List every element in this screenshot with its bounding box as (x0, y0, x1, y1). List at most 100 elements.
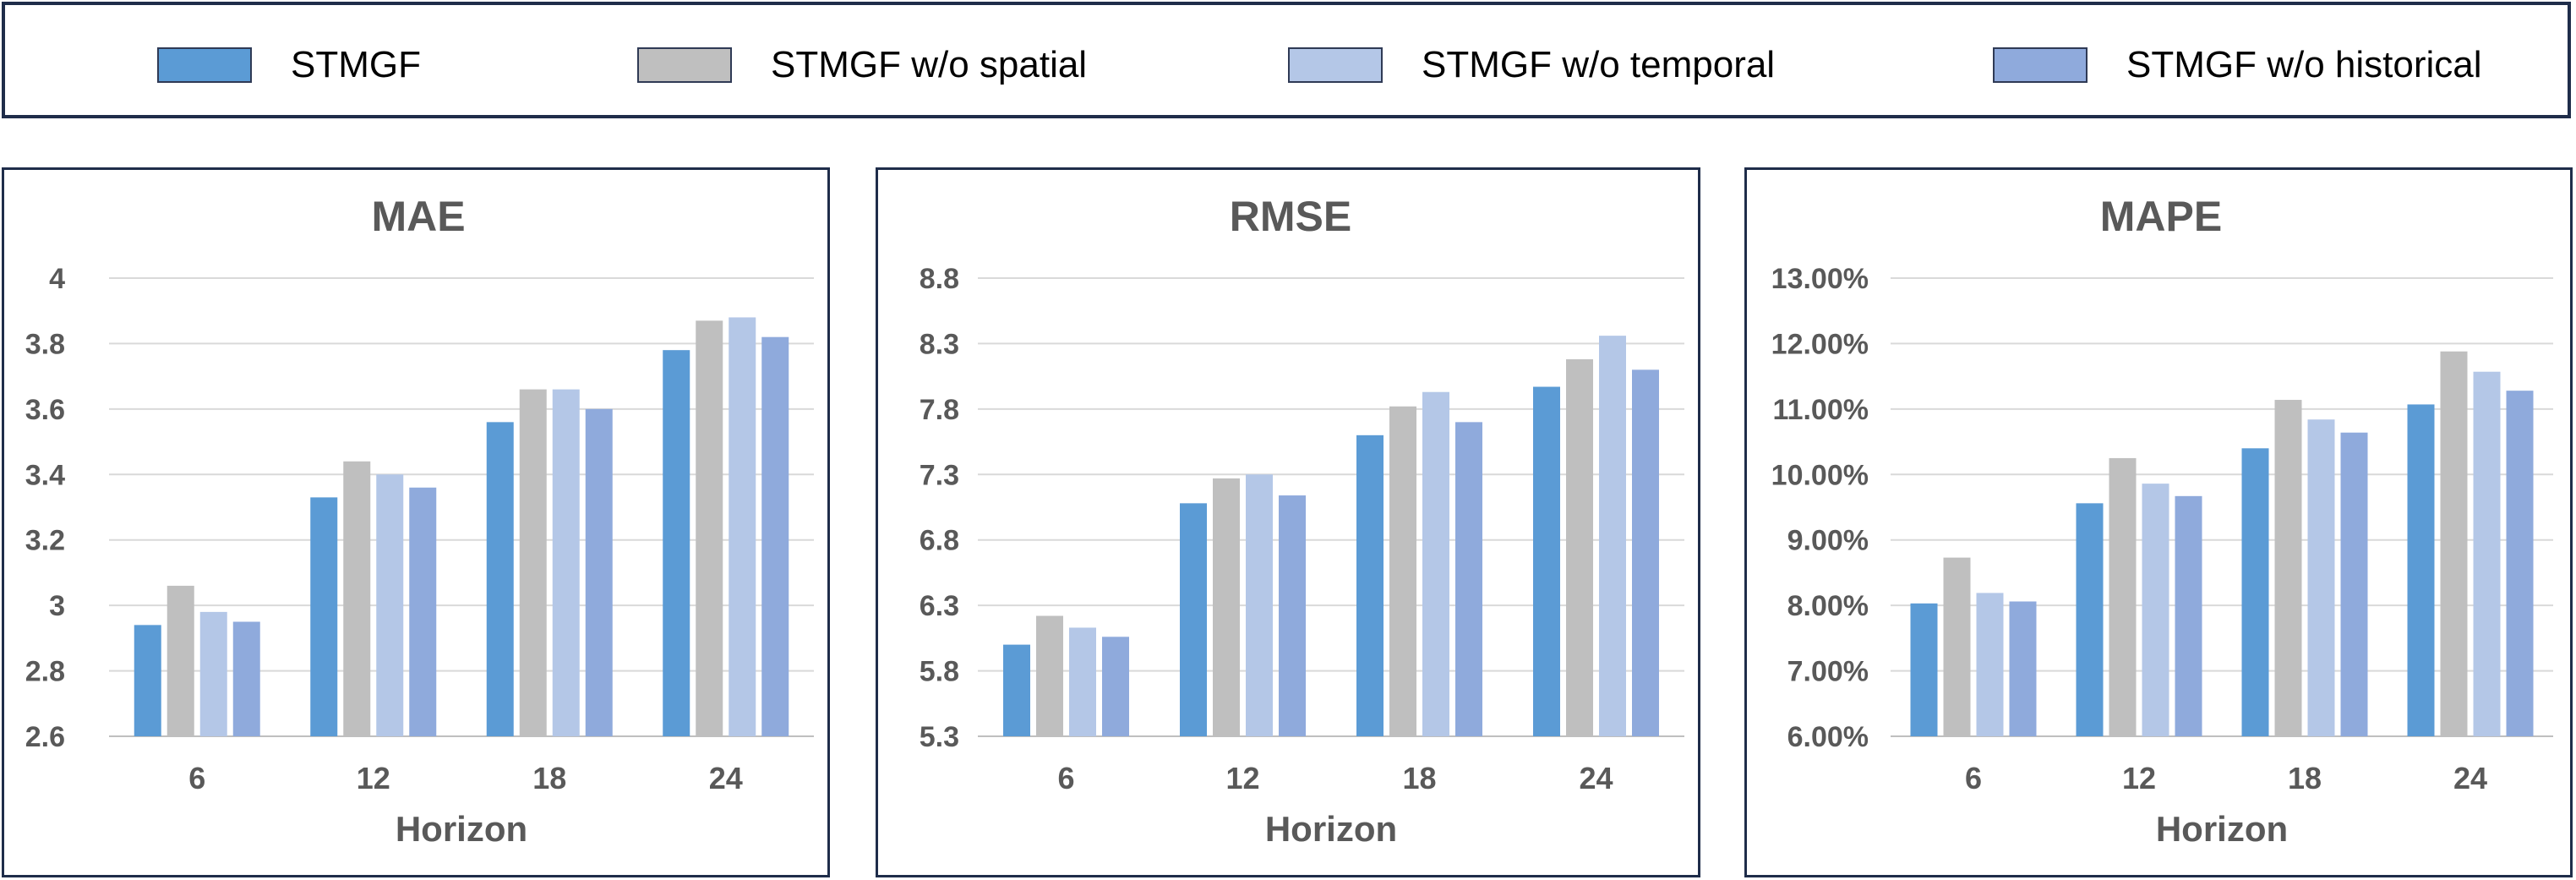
bar (1069, 627, 1096, 736)
bar (663, 350, 690, 736)
y-tick-label: 7.3 (920, 459, 959, 491)
bar (2241, 448, 2269, 736)
legend-label: STMGF w/o temporal (1422, 44, 1776, 85)
x-tick-label: 12 (2122, 761, 2156, 795)
bar (199, 611, 227, 736)
legend-label: STMGF (291, 44, 421, 85)
bar (2109, 457, 2137, 736)
bar (2009, 601, 2037, 736)
bar (2407, 404, 2435, 736)
x-axis-label: Horizon (396, 809, 527, 849)
bar (552, 389, 580, 736)
chart-svg: RMSE 5.3 5.8 6.3 6.8 7.3 7.8 8.3 8.8 6 12 18 24 Horiz… (920, 193, 1684, 849)
chart-svg: MAPE 6.00% 7.00% 8.00% 9.00% 10.00% 11.00% 12.0… (1771, 193, 2553, 849)
bar (1632, 369, 1659, 736)
chart-svg: MAE 2.6 2.8 3 3.2 3.4 3.6 3.8 4 6 12 18 24 Horizon (25, 193, 814, 849)
y-tick-label: 7.8 (920, 394, 959, 426)
bar (1389, 406, 1416, 736)
x-tick-label: 24 (1579, 761, 1613, 795)
y-tick-label: 8.8 (920, 263, 959, 295)
bar (1422, 391, 1449, 736)
bar (729, 317, 756, 736)
bar (585, 408, 613, 736)
legend-swatch (637, 47, 732, 83)
x-tick-label: 12 (1225, 761, 1259, 795)
x-tick-label: 12 (357, 761, 390, 795)
bar (696, 320, 723, 736)
bar (1003, 644, 1030, 736)
y-tick-label: 3.2 (25, 525, 65, 557)
bar (166, 585, 194, 736)
y-tick-label: 5.8 (920, 656, 959, 688)
legend-swatch (157, 47, 252, 83)
y-tick-label: 8.3 (920, 328, 959, 360)
legend-swatch (1993, 47, 2088, 83)
x-tick-label: 18 (532, 761, 566, 795)
bar (1566, 359, 1593, 736)
bar (2076, 503, 2104, 736)
bar (519, 389, 547, 736)
legend-label: STMGF w/o historical (2126, 44, 2482, 85)
chart-title: MAE (371, 193, 465, 240)
bar (232, 621, 260, 736)
bar (1910, 603, 1938, 736)
chart-panel-mape: MAPE 6.00% 7.00% 8.00% 9.00% 10.00% 11.00% 12.0… (1744, 167, 2573, 877)
bar (1455, 422, 1482, 736)
x-tick-label: 24 (2453, 761, 2487, 795)
legend-item-no-temporal: STMGF w/o temporal (1288, 44, 1776, 85)
chart-title: MAPE (2100, 193, 2222, 240)
y-tick-label: 6.8 (920, 525, 959, 557)
bar (1533, 386, 1560, 736)
x-tick-label: 6 (1965, 761, 1982, 795)
x-axis-label: Horizon (1265, 809, 1397, 849)
bar (376, 474, 404, 736)
x-tick-label: 24 (709, 761, 743, 795)
y-tick-label: 3.8 (25, 328, 65, 360)
x-tick-label: 6 (1057, 761, 1074, 795)
bar (1246, 474, 1273, 736)
chart-panel-rmse: RMSE 5.3 5.8 6.3 6.8 7.3 7.8 8.3 8.8 6 12 18 24 Horiz… (876, 167, 1700, 877)
y-tick-label: 10.00% (1771, 459, 1869, 491)
y-tick-label: 3.4 (25, 459, 65, 491)
x-axis-label: Horizon (2156, 809, 2288, 849)
legend: STMGF STMGF w/o spatial STMGF w/o tempor… (2, 2, 2571, 118)
bar (1943, 557, 1971, 736)
y-tick-label: 6.00% (1787, 721, 1869, 753)
y-tick-label: 11.00% (1773, 394, 1869, 426)
bar (2274, 400, 2302, 736)
bar (134, 625, 161, 736)
bar (343, 461, 371, 736)
bar (1976, 593, 2004, 736)
bar (2175, 495, 2202, 736)
x-tick-label: 18 (1402, 761, 1436, 795)
x-tick-label: 18 (2288, 761, 2322, 795)
bar (2340, 432, 2368, 736)
legend-item-stmgf: STMGF (157, 44, 421, 85)
bar (1180, 503, 1207, 736)
bar (310, 497, 338, 736)
y-tick-label: 9.00% (1787, 525, 1869, 557)
y-tick-label: 12.00% (1771, 328, 1869, 360)
legend-label: STMGF w/o spatial (771, 44, 1088, 85)
bar (486, 422, 514, 736)
bar (1356, 435, 1384, 736)
y-tick-label: 2.8 (25, 656, 65, 688)
y-tick-label: 4 (49, 263, 65, 295)
y-tick-label: 8.00% (1787, 590, 1869, 622)
bar (2506, 391, 2534, 736)
bar (2473, 371, 2501, 736)
y-tick-label: 6.3 (920, 590, 959, 622)
y-tick-label: 3 (49, 590, 65, 622)
legend-item-no-historical: STMGF w/o historical (1993, 44, 2482, 85)
x-tick-label: 6 (188, 761, 205, 795)
bar (1102, 637, 1129, 736)
bar (1036, 615, 1063, 736)
y-tick-label: 5.3 (920, 721, 959, 753)
bar (2142, 484, 2169, 736)
y-tick-label: 3.6 (25, 394, 65, 426)
bar (409, 487, 437, 736)
legend-item-no-spatial: STMGF w/o spatial (637, 44, 1088, 85)
bar (761, 336, 789, 736)
bar (1279, 495, 1306, 736)
y-tick-label: 2.6 (25, 721, 65, 753)
